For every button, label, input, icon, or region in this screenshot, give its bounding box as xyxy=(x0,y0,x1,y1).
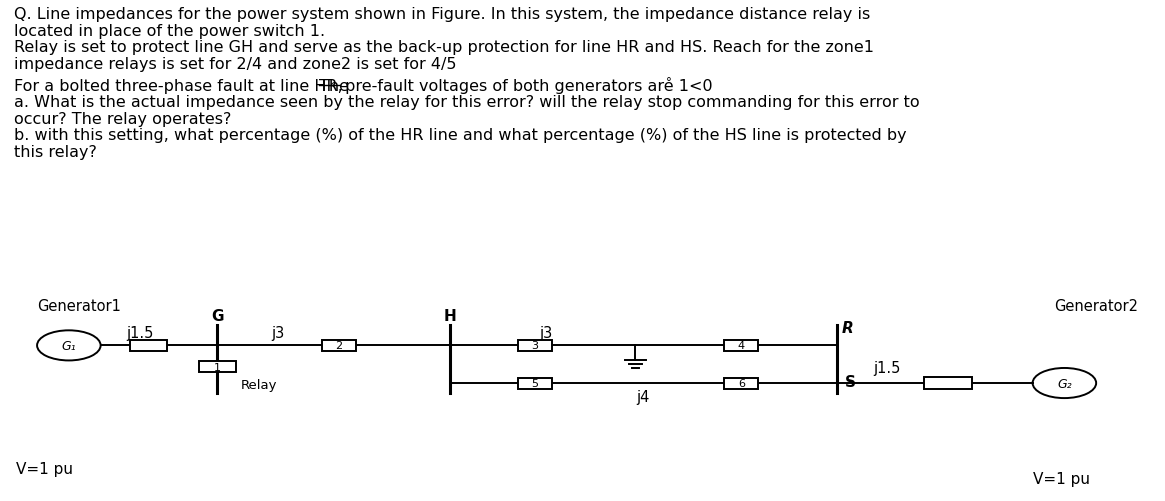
Text: j1.5: j1.5 xyxy=(127,326,154,341)
Text: G₂: G₂ xyxy=(1057,377,1072,390)
Bar xyxy=(725,378,758,389)
Text: For a bolted three-phase fault at line HR,: For a bolted three-phase fault at line H… xyxy=(14,79,348,94)
Bar xyxy=(924,377,972,390)
Text: j1.5: j1.5 xyxy=(874,361,901,376)
Bar xyxy=(322,340,355,351)
Bar xyxy=(518,340,552,351)
Text: impedance relays is set for 2/4 and zone2 is set for 4/5: impedance relays is set for 2/4 and zone… xyxy=(14,57,457,72)
Text: Generator2: Generator2 xyxy=(1054,298,1138,313)
Text: j4: j4 xyxy=(637,389,650,404)
Text: j3: j3 xyxy=(271,326,284,341)
Text: b. with this setting, what percentage (%) of the HR line and what percentage (%): b. with this setting, what percentage (%… xyxy=(14,128,906,143)
Text: V=1 pu: V=1 pu xyxy=(1032,471,1089,486)
Text: this relay?: this relay? xyxy=(14,145,97,160)
Text: H: H xyxy=(444,308,457,323)
Text: °: ° xyxy=(665,76,671,89)
Bar xyxy=(198,362,235,373)
Text: V=1 pu: V=1 pu xyxy=(16,461,73,476)
Text: S: S xyxy=(845,374,856,389)
Text: 4: 4 xyxy=(737,341,744,351)
Text: The: The xyxy=(318,79,348,94)
Text: 1: 1 xyxy=(213,362,220,372)
Text: occur? The relay operates?: occur? The relay operates? xyxy=(14,112,232,127)
Text: j3: j3 xyxy=(538,326,552,341)
Text: located in place of the power switch 1.: located in place of the power switch 1. xyxy=(14,24,325,39)
Bar xyxy=(129,340,167,351)
Text: Relay: Relay xyxy=(240,378,277,391)
Text: 2: 2 xyxy=(336,341,343,351)
Text: G: G xyxy=(211,308,224,323)
Text: Relay is set to protect line GH and serve as the back-up protection for line HR : Relay is set to protect line GH and serv… xyxy=(14,40,874,55)
Bar xyxy=(725,340,758,351)
Text: G₁: G₁ xyxy=(62,339,76,352)
Text: 3: 3 xyxy=(531,341,538,351)
Text: Q. Line impedances for the power system shown in Figure. In this system, the imp: Q. Line impedances for the power system … xyxy=(14,7,870,22)
Text: 5: 5 xyxy=(531,378,538,388)
Text: R: R xyxy=(842,321,854,336)
Bar xyxy=(518,378,552,389)
Text: pre-fault voltages of both generators are 1<0: pre-fault voltages of both generators ar… xyxy=(340,79,713,94)
Text: Generator1: Generator1 xyxy=(37,298,121,313)
Text: 6: 6 xyxy=(737,378,744,388)
Text: a. What is the actual impedance seen by the relay for this error? will the relay: a. What is the actual impedance seen by … xyxy=(14,95,919,110)
